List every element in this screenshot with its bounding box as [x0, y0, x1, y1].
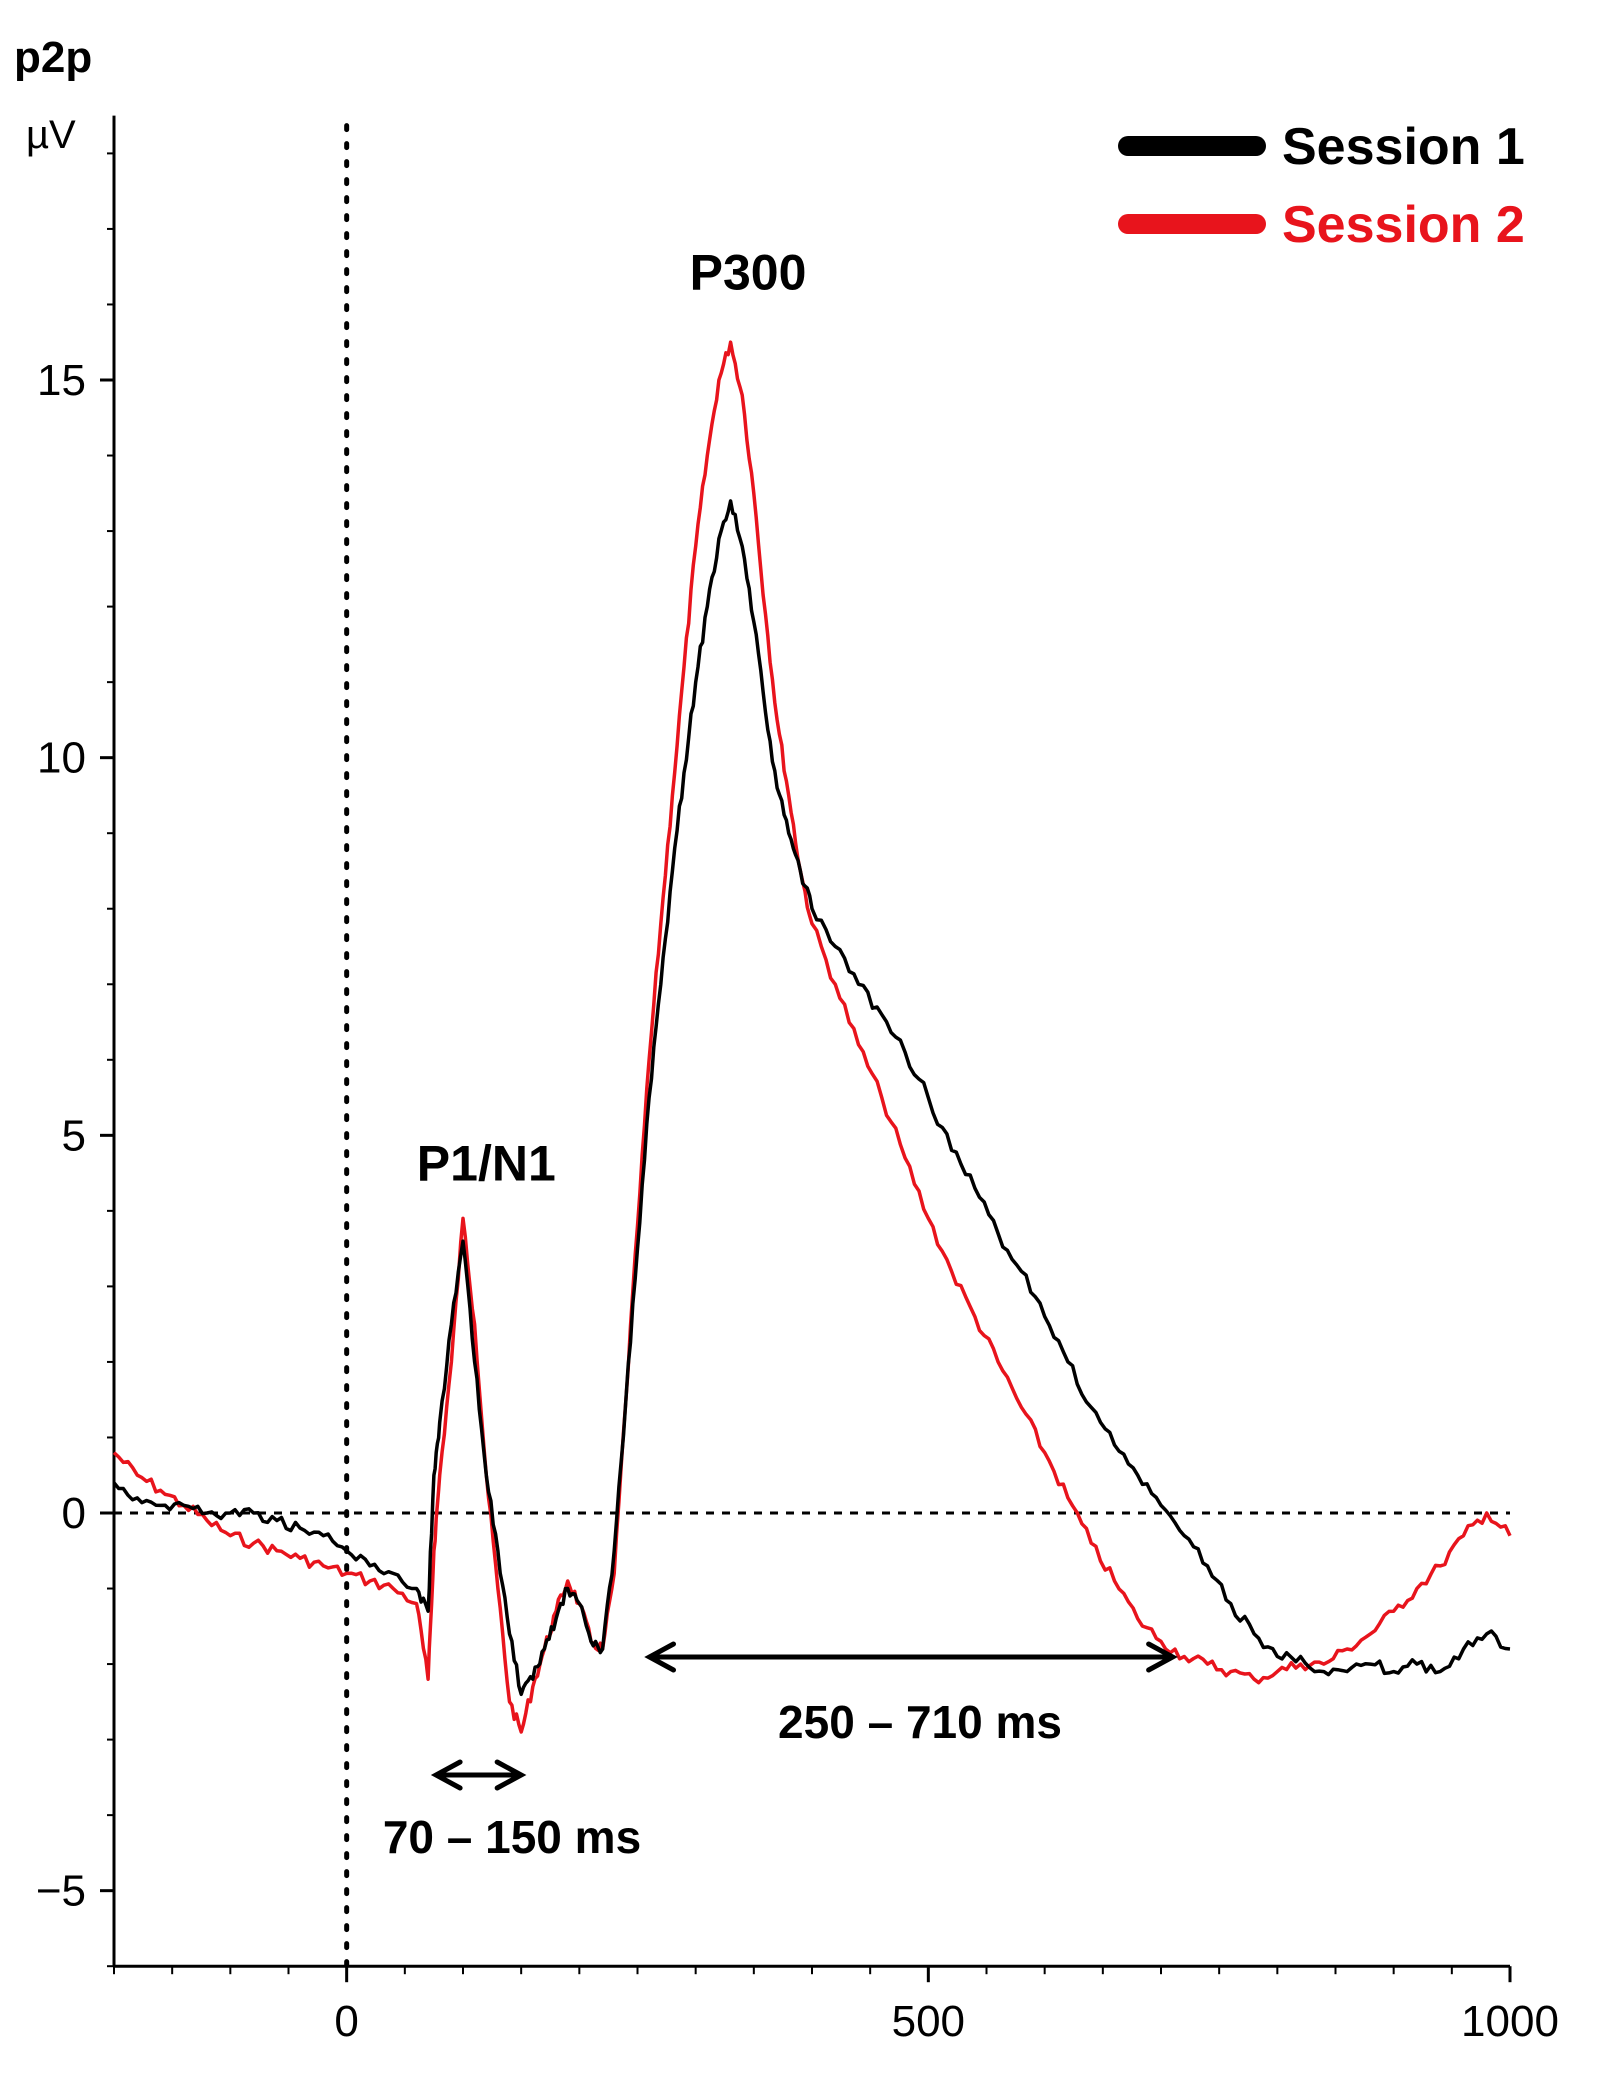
y-axis-unit-label: µV — [26, 113, 76, 157]
x-tick-label: 0 — [334, 1997, 358, 2046]
legend-label-session-1: Session 1 — [1282, 118, 1525, 176]
y-tick-label: 0 — [62, 1489, 86, 1538]
chart-title: p2p — [14, 33, 92, 82]
session-1-line — [112, 499, 1511, 1697]
y-tick-label: 15 — [37, 356, 86, 405]
legend-label-session-2: Session 2 — [1282, 196, 1525, 254]
p300-annotation: P300 — [690, 244, 807, 300]
y-tick-label: 5 — [62, 1111, 86, 1160]
session-2-line — [112, 340, 1512, 1734]
y-tick-label: 10 — [37, 734, 86, 783]
axes: −5 0 5 10 15 0 500 1000 — [36, 115, 1559, 2046]
range-250-710-arrow-head-right — [1146, 1641, 1178, 1673]
range-250-710-arrow-head-left — [644, 1641, 676, 1673]
range-70-150-arrow-head-left — [430, 1759, 463, 1791]
legend: Session 1 Session 2 — [1118, 118, 1525, 254]
reference-lines — [114, 123, 1510, 1969]
range-250-710-label: 250 – 710 ms — [778, 1696, 1062, 1748]
x-tick-label: 500 — [892, 1997, 965, 2046]
series-lines — [112, 340, 1512, 1734]
range-70-150-arrow-head-right — [494, 1759, 527, 1791]
y-tick-label: −5 — [36, 1867, 86, 1916]
time-window-ranges: 70 – 150 ms 250 – 710 ms — [383, 1641, 1178, 1863]
range-70-150-label: 70 – 150 ms — [383, 1811, 641, 1863]
x-tick-label: 1000 — [1461, 1997, 1559, 2046]
p1-n1-annotation: P1/N1 — [417, 1136, 556, 1192]
peak-annotations: P300 P1/N1 — [417, 244, 807, 1191]
